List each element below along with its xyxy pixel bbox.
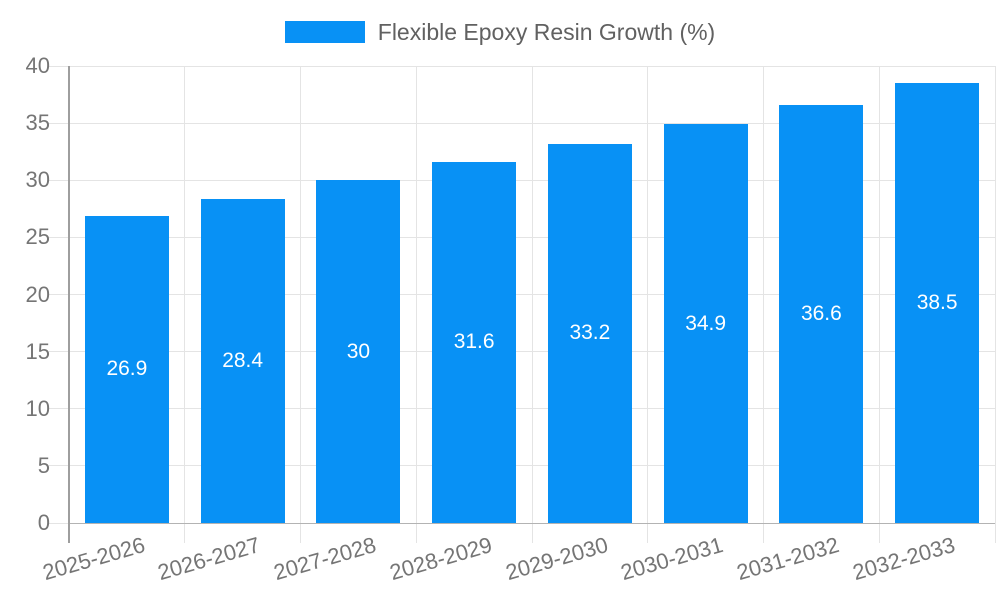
gridline-h — [49, 122, 995, 124]
bar-value-label: 26.9 — [106, 357, 148, 381]
gridline-v — [531, 66, 533, 543]
legend-swatch — [284, 21, 365, 43]
x-tick-label: 2029-2030 — [502, 532, 611, 586]
gridline-v — [994, 66, 996, 543]
gridline-v — [184, 66, 186, 543]
y-tick-label: 15 — [25, 338, 50, 364]
bar[interactable] — [547, 143, 632, 523]
bar[interactable] — [895, 83, 980, 523]
bar-value-label: 33.2 — [569, 321, 611, 345]
x-tick-label: 2032-2033 — [849, 532, 958, 586]
y-tick-label: 5 — [37, 452, 50, 478]
bar[interactable] — [84, 215, 169, 523]
y-tick-label: 25 — [25, 224, 50, 250]
gridline-h — [49, 351, 995, 353]
y-tick-label: 30 — [25, 167, 50, 193]
x-tick-label: 2028-2029 — [386, 532, 495, 586]
gridline-h — [49, 408, 995, 410]
x-tick-label: 2026-2027 — [155, 532, 264, 586]
gridline-h — [49, 65, 995, 67]
y-tick-label: 20 — [25, 281, 50, 307]
x-axis-line — [69, 522, 995, 524]
legend[interactable]: Flexible Epoxy Resin Growth (%) — [0, 19, 1000, 45]
bar[interactable] — [200, 198, 285, 523]
bar[interactable] — [779, 104, 864, 523]
gridline-v — [415, 66, 417, 543]
y-tick-label: 35 — [25, 110, 50, 136]
gridline-h — [49, 179, 995, 181]
x-tick-label: 2027-2028 — [270, 532, 379, 586]
gridline-v — [300, 66, 301, 543]
y-tick-label: 10 — [25, 395, 50, 421]
gridline-h — [49, 236, 995, 238]
gridline-v — [878, 66, 880, 543]
bar-value-label: 31.6 — [453, 330, 495, 354]
gridline-v — [647, 66, 649, 543]
bar-value-label: 28.4 — [222, 348, 264, 372]
gridline-h — [49, 465, 995, 467]
gridline-h — [49, 294, 995, 295]
bar[interactable] — [663, 124, 748, 523]
x-tick-label: 2030-2031 — [618, 532, 727, 586]
y-tick-label: 0 — [37, 510, 50, 535]
bar[interactable] — [432, 161, 517, 523]
bar-value-label: 38.5 — [916, 291, 958, 315]
gridline-v — [763, 66, 764, 543]
legend-label: Flexible Epoxy Resin Growth (%) — [377, 19, 716, 45]
y-tick-label: 40 — [25, 53, 50, 78]
bar[interactable] — [316, 180, 401, 523]
y-axis-line — [68, 66, 70, 543]
x-tick-label: 2025-2026 — [39, 532, 148, 586]
x-tick-label: 2031-2032 — [733, 532, 842, 586]
bar-value-label: 36.6 — [800, 301, 842, 325]
bar-value-label: 34.9 — [685, 311, 727, 335]
bar-value-label: 30 — [346, 339, 371, 363]
